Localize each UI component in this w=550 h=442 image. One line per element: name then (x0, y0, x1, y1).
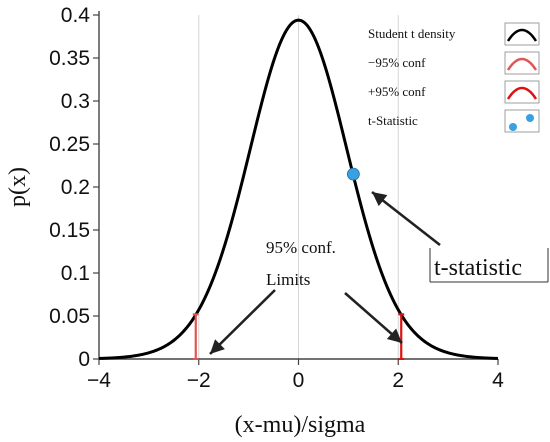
legend-label: Student t density (368, 26, 456, 41)
conf-limits-arrow-left-head (210, 339, 225, 354)
legend-curve-icon (506, 86, 538, 100)
legend-label: +95% conf (368, 84, 426, 99)
legend-curve-icon (506, 57, 538, 71)
y-tick-label: 0.15 (49, 219, 90, 242)
legend-swatch-box (504, 51, 540, 75)
tstat-label: t-statistic (434, 255, 522, 281)
legend-point-icon (509, 123, 517, 131)
legend-swatch-box (504, 22, 540, 46)
grid (198, 15, 399, 359)
tstat-arrow-head (372, 192, 388, 207)
x-tick-label: 2 (392, 369, 404, 392)
conf-limits-label-line1: 95% conf. (266, 238, 336, 257)
y-tick-label: 0 (78, 348, 90, 371)
density-curve (98, 18, 499, 360)
annotations: 95% conf. Limits t-statistic (209, 190, 549, 355)
x-tick-label: −2 (187, 369, 211, 392)
tstat-arrow (371, 190, 441, 247)
legend-swatch-box (504, 80, 540, 104)
x-tick-label: 0 (293, 369, 305, 392)
legend-curve-icon (506, 28, 538, 42)
conf-limits-arrow-left (209, 289, 276, 355)
axes: −4 −2 0 2 4 0 0.05 0.1 0.15 0.2 0.25 0.3 0.35 0.4 (49, 4, 504, 392)
legend-point-icon (526, 114, 534, 122)
y-axis-title: p(x) (5, 167, 31, 207)
conf-limits-label-line2: Limits (266, 270, 310, 289)
x-tick-label: 4 (492, 369, 504, 392)
y-tick-label: 0.1 (61, 262, 90, 285)
y-tick-label: 0.35 (49, 47, 90, 70)
x-tick-label: −4 (87, 369, 111, 392)
x-axis-title: (x-mu)/sigma (235, 412, 366, 438)
conf-limits-arrow-right-head (386, 328, 402, 343)
y-tick-label: 0.4 (61, 4, 91, 27)
y-tick-label: 0.3 (61, 90, 90, 113)
legend-label: −95% conf (368, 55, 426, 70)
y-tick-label: 0.05 (49, 305, 90, 328)
y-tick-label: 0.25 (49, 133, 90, 156)
y-tick-label: 0.2 (61, 176, 90, 199)
plot-area (98, 18, 499, 360)
t-statistic-point (346, 167, 360, 181)
legend-label: t-Statistic (368, 113, 418, 128)
legend: Student t density −95% conf +95% conf t-Sta… (368, 22, 540, 133)
